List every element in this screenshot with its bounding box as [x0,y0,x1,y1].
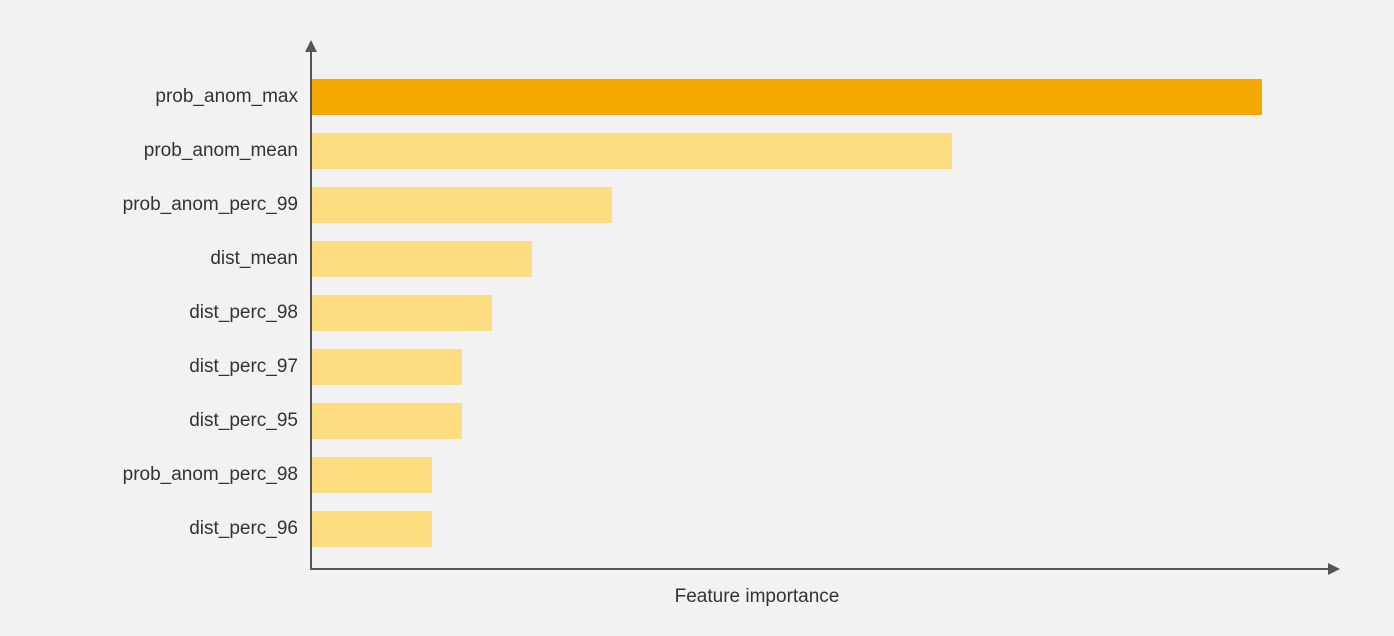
y-axis-label: dist_perc_98 [18,302,298,324]
bar-row [312,394,1312,448]
x-axis-title: Feature importance [675,586,840,608]
bar-row [312,502,1312,556]
bar-row [312,178,1312,232]
bar-row [312,340,1312,394]
y-axis-label: prob_anom_perc_98 [18,464,298,486]
x-axis-title-wrap: Feature importance [0,586,1394,608]
bar [312,79,1262,115]
bar [312,457,432,493]
y-axis-label: dist_perc_97 [18,356,298,378]
y-axis-label: prob_anom_mean [18,140,298,162]
bar [312,349,462,385]
feature-importance-chart: prob_anom_max prob_anom_mean prob_anom_per… [0,0,1394,636]
bar-row [312,70,1312,124]
bar [312,133,952,169]
y-axis-label: dist_perc_95 [18,410,298,432]
bar-row [312,286,1312,340]
y-axis-label: dist_mean [18,248,298,270]
x-axis-arrow-icon [1328,563,1340,575]
bar [312,511,432,547]
y-axis-label: dist_perc_96 [18,518,298,540]
bar-row [312,448,1312,502]
bar-row [312,124,1312,178]
bar-row [312,232,1312,286]
y-axis-arrow-icon [305,40,317,52]
y-axis-label: prob_anom_perc_99 [18,194,298,216]
bar [312,187,612,223]
bar [312,295,492,331]
plot-area [310,50,1330,570]
y-axis-label: prob_anom_max [18,86,298,108]
bar [312,403,462,439]
x-axis [310,568,1330,570]
bar [312,241,532,277]
bars-group [312,70,1312,556]
